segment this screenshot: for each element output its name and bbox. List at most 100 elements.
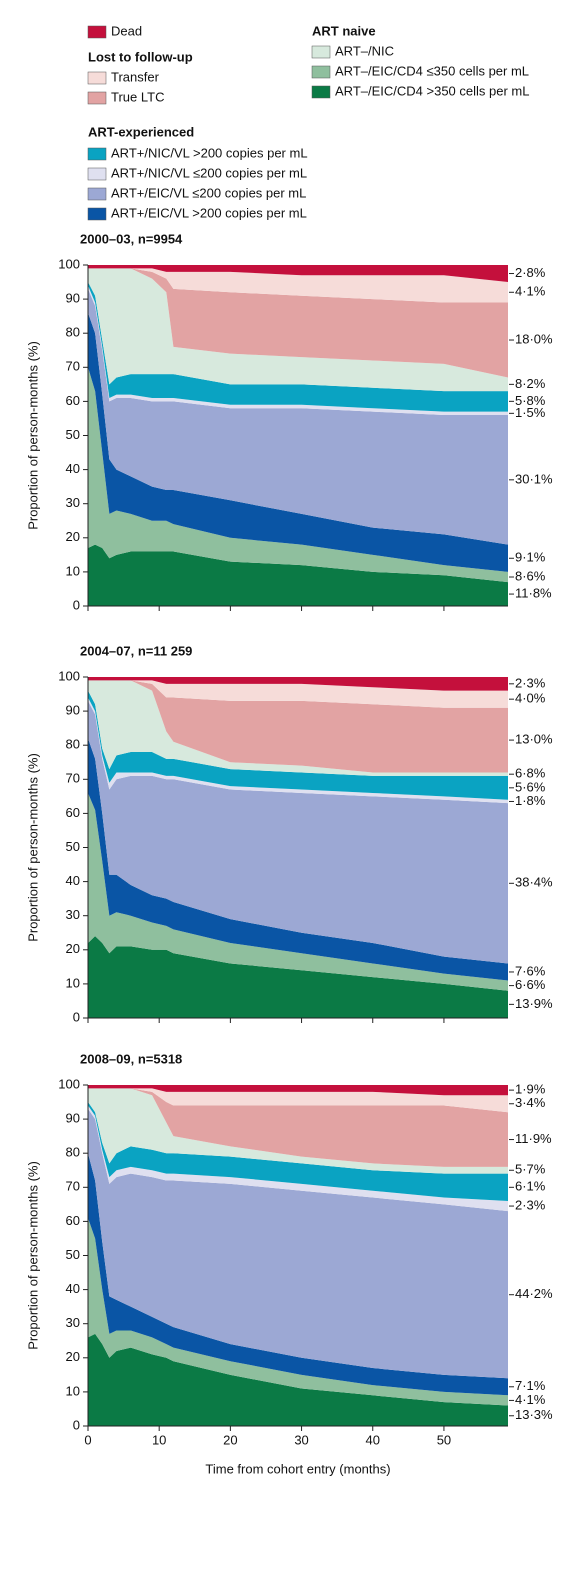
legend-label: ART–/NIC <box>335 43 394 58</box>
legend-label: ART–/EIC/CD4 ≤350 cells per mL <box>335 63 529 78</box>
end-label: 11·9% <box>515 1131 552 1146</box>
end-label: 7·6% <box>515 963 546 978</box>
legend-swatch <box>311 45 331 59</box>
y-tick-label: 50 <box>66 839 80 854</box>
end-label: 38·4% <box>515 875 553 890</box>
area: True LTC <box>88 680 508 773</box>
legend-swatch <box>87 71 107 85</box>
legend-label: ART+/EIC/VL ≤200 copies per mL <box>111 185 306 200</box>
y-tick-label: 0 <box>73 597 80 612</box>
area: Dead <box>88 677 508 691</box>
legend-label: Dead <box>111 23 142 38</box>
area: ART+/EIC/VL ≤200 copies per mL <box>88 288 508 545</box>
y-tick-label: 50 <box>66 1247 80 1262</box>
legend-label: ART–/EIC/CD4 >350 cells per mL <box>335 83 529 98</box>
y-tick-label: 30 <box>66 495 80 510</box>
legend-swatch <box>311 65 331 79</box>
end-label: 4·1% <box>515 284 546 299</box>
y-tick-label: 100 <box>58 256 80 271</box>
end-label: 13·9% <box>515 996 553 1011</box>
x-tick-label: 40 <box>366 1432 380 1447</box>
end-label: 8·6% <box>515 568 546 583</box>
y-tick-label: 10 <box>66 563 80 578</box>
y-tick-label: 40 <box>66 461 80 476</box>
y-tick-label: 80 <box>66 325 80 340</box>
area: ART–/EIC/CD4 >350 cells per mL <box>88 544 508 606</box>
y-tick-label: 20 <box>66 941 80 956</box>
area: ART+/EIC/VL >200 copies per mL <box>88 1153 508 1396</box>
y-tick-label: 30 <box>66 907 80 922</box>
end-label: 3·4% <box>515 1095 546 1110</box>
y-tick-label: 80 <box>66 1145 80 1160</box>
area: ART–/EIC/CD4 ≤350 cells per mL <box>88 792 508 991</box>
y-tick-label: 90 <box>66 1111 80 1126</box>
area: ART–/NIC <box>88 680 508 776</box>
end-label: 11·8% <box>515 586 552 601</box>
legend-heading: ART naive <box>312 23 376 38</box>
end-label: 5·6% <box>515 779 546 794</box>
area: Transfer <box>88 680 508 708</box>
panel-title: 2004–07, n=11 259 <box>80 643 192 658</box>
area: Dead <box>88 1085 508 1096</box>
area: ART+/EIC/VL ≤200 copies per mL <box>88 700 508 964</box>
y-tick-label: 100 <box>58 668 80 683</box>
area: ART+/NIC/VL ≤200 copies per mL <box>88 1105 508 1212</box>
y-tick-label: 80 <box>66 737 80 752</box>
y-tick-label: 30 <box>66 1315 80 1330</box>
x-tick-label: 50 <box>437 1432 451 1447</box>
legend-swatch <box>87 25 107 39</box>
y-tick-label: 70 <box>66 359 80 374</box>
y-tick-label: 50 <box>66 427 80 442</box>
x-tick-label: 20 <box>223 1432 237 1447</box>
area: Transfer <box>88 1088 508 1113</box>
legend-swatch <box>311 85 331 99</box>
x-tick-label: 0 <box>84 1432 91 1447</box>
end-label: 2·3% <box>515 1197 546 1212</box>
area: ART–/NIC <box>88 1088 508 1174</box>
area: Dead <box>88 265 508 283</box>
panel-title: 2000–03, n=9954 <box>80 231 183 246</box>
y-tick-label: 70 <box>66 771 80 786</box>
y-tick-label: 60 <box>66 393 80 408</box>
end-label: 5·7% <box>515 1162 546 1177</box>
area: True LTC <box>88 268 508 378</box>
x-tick-label: 10 <box>152 1432 166 1447</box>
end-label: 6·1% <box>515 1179 546 1194</box>
area: ART–/EIC/CD4 >350 cells per mL <box>88 1333 508 1426</box>
x-tick-label: 30 <box>294 1432 308 1447</box>
y-axis-label: Proportion of person-months (%) <box>25 1161 40 1350</box>
end-label: 1·9% <box>515 1082 546 1097</box>
y-tick-label: 90 <box>66 291 80 306</box>
area: ART–/NIC <box>88 268 508 392</box>
end-label: 2·8% <box>515 265 546 280</box>
y-tick-label: 70 <box>66 1179 80 1194</box>
y-tick-label: 10 <box>66 1383 80 1398</box>
area: ART–/EIC/CD4 >350 cells per mL <box>88 936 508 1018</box>
legend-label: Transfer <box>111 69 160 84</box>
legend-heading: Lost to follow-up <box>88 49 193 64</box>
legend-heading: ART-experienced <box>88 124 194 139</box>
area: ART+/EIC/VL >200 copies per mL <box>88 738 508 981</box>
end-label: 2·3% <box>515 675 546 690</box>
y-axis-label: Proportion of person-months (%) <box>25 753 40 942</box>
legend-label: True LTC <box>111 89 164 104</box>
y-tick-label: 0 <box>73 1009 80 1024</box>
area: ART+/EIC/VL ≤200 copies per mL <box>88 1108 508 1379</box>
area: ART+/EIC/VL >200 copies per mL <box>88 312 508 572</box>
end-label: 1·8% <box>515 793 546 808</box>
y-tick-label: 60 <box>66 805 80 820</box>
end-label: 30·1% <box>515 471 553 486</box>
legend-swatch <box>87 147 107 161</box>
y-tick-label: 0 <box>73 1417 80 1432</box>
legend-swatch <box>87 187 107 201</box>
area: ART+/NIC/VL >200 copies per mL <box>88 1102 508 1201</box>
end-label: 1·5% <box>515 405 546 420</box>
end-label: 9·1% <box>515 550 546 565</box>
area: ART–/EIC/CD4 ≤350 cells per mL <box>88 1217 508 1406</box>
legend-label: ART+/EIC/VL >200 copies per mL <box>111 205 307 220</box>
legend-label: ART+/NIC/VL >200 copies per mL <box>111 145 308 160</box>
legend-label: ART+/NIC/VL ≤200 copies per mL <box>111 165 307 180</box>
x-axis-label: Time from cohort entry (months) <box>205 1461 390 1476</box>
y-tick-label: 20 <box>66 1349 80 1364</box>
